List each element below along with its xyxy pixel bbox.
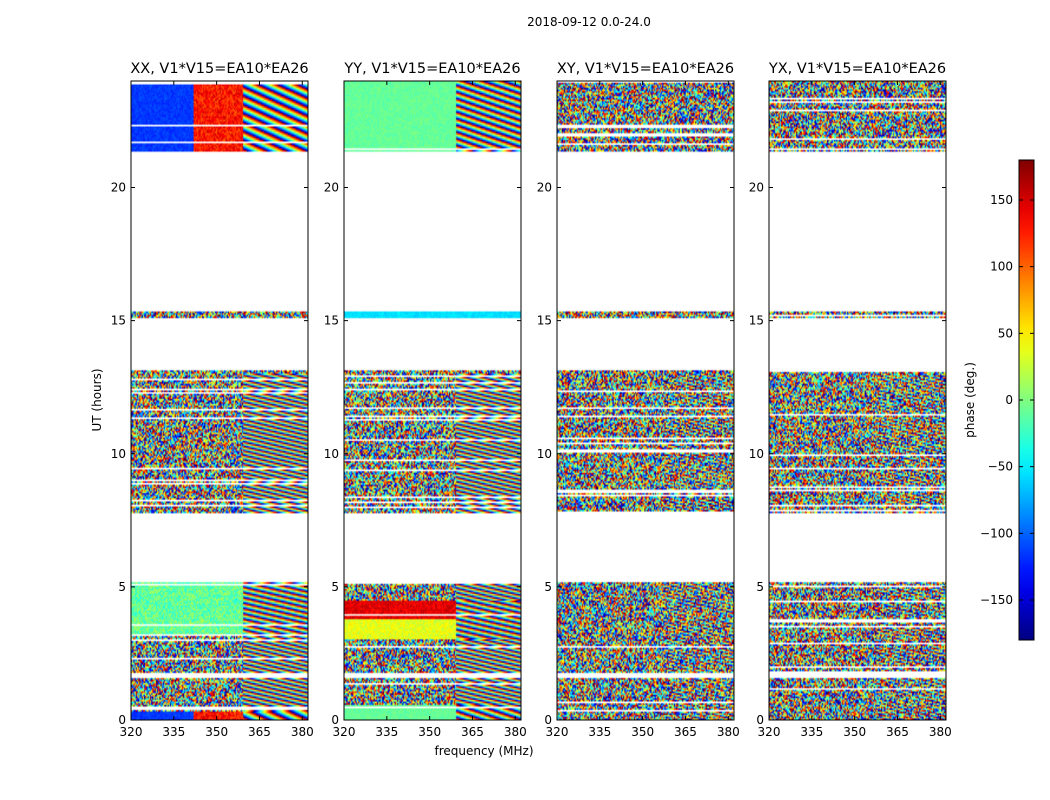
panels-group: XX, V1*V15=EA10*EA26 320 335 350 365 380 0 5 10 1… (111, 61, 952, 739)
x-tick-label: 380 (291, 725, 314, 739)
y-tick-label: 20 (324, 181, 339, 195)
x-tick-label: 365 (886, 725, 909, 739)
panel-heatmap (344, 81, 521, 720)
y-tick-label: 20 (537, 181, 552, 195)
colorbar-tick-label: 150 (990, 193, 1013, 207)
x-tick-label: 320 (333, 725, 356, 739)
panel-2: YY, V1*V15=EA10*EA26 320 335 350 365 380 0 5 10 1… (324, 61, 527, 739)
colorbar-tick-label: −50 (988, 460, 1013, 474)
colorbar-tick-label: 50 (998, 326, 1013, 340)
panel-1: XX, V1*V15=EA10*EA26 320 335 350 365 380 0 5 10 1… (111, 61, 314, 739)
x-tick-label: 350 (843, 725, 866, 739)
y-tick-label: 15 (749, 314, 764, 328)
colorbar: −150 −100 −50 0 50 100 150 (980, 159, 1035, 641)
x-tick-label: 350 (631, 725, 654, 739)
panel-title: YY, V1*V15=EA10*EA26 (343, 61, 520, 77)
y-tick-label: 15 (537, 314, 552, 328)
y-tick-label: 10 (111, 447, 126, 461)
x-tick-label: 335 (375, 725, 398, 739)
y-tick-label: 5 (544, 580, 552, 594)
panel-frame (343, 80, 522, 721)
x-axis-label: frequency (MHz) (434, 744, 533, 758)
colorbar-tick-label: 0 (1005, 393, 1013, 407)
panel-title: XY, V1*V15=EA10*EA26 (557, 61, 734, 77)
panel-frame (130, 80, 309, 721)
y-tick-label: 10 (324, 447, 339, 461)
y-tick-label: 5 (118, 580, 126, 594)
colorbar-tick-label: −100 (980, 526, 1013, 540)
x-tick-label: 320 (120, 725, 143, 739)
figure-title: 2018-09-12 0.0-24.0 (527, 15, 651, 29)
panel-frame (556, 80, 735, 721)
y-tick-label: 0 (331, 713, 339, 727)
y-tick-label: 20 (111, 181, 126, 195)
y-tick-label: 10 (749, 447, 764, 461)
x-tick-label: 350 (205, 725, 228, 739)
panel-frame (768, 80, 947, 721)
panel-title: YX, V1*V15=EA10*EA26 (768, 61, 946, 77)
y-axis-label: UT (hours) (90, 368, 104, 431)
x-tick-label: 380 (504, 725, 527, 739)
y-tick-label: 20 (749, 181, 764, 195)
y-tick-label: 5 (756, 580, 764, 594)
y-tick-label: 10 (537, 447, 552, 461)
x-tick-label: 365 (674, 725, 697, 739)
colorbar-label: phase (deg.) (963, 362, 977, 438)
panel-title: XX, V1*V15=EA10*EA26 (130, 61, 308, 77)
colorbar-tick-label: −150 (980, 593, 1013, 607)
x-tick-label: 320 (546, 725, 569, 739)
panel-4: YX, V1*V15=EA10*EA26 320 335 350 365 380 0 5 10 1… (749, 61, 952, 739)
x-tick-label: 365 (248, 725, 271, 739)
y-tick-label: 5 (331, 580, 339, 594)
y-tick-label: 0 (118, 713, 126, 727)
x-tick-label: 350 (418, 725, 441, 739)
x-tick-label: 335 (588, 725, 611, 739)
y-tick-label: 0 (544, 713, 552, 727)
panel-heatmap (769, 81, 946, 720)
x-tick-label: 335 (800, 725, 823, 739)
panel-3: XY, V1*V15=EA10*EA26 320 335 350 365 380 0 5 10 1… (537, 61, 740, 739)
x-tick-label: 335 (162, 725, 185, 739)
x-tick-label: 320 (758, 725, 781, 739)
x-tick-label: 380 (929, 725, 952, 739)
panel-heatmap (131, 81, 308, 720)
panel-heatmap (557, 81, 734, 720)
x-tick-label: 380 (717, 725, 740, 739)
colorbar-tick-label: 100 (990, 260, 1013, 274)
y-tick-label: 0 (756, 713, 764, 727)
x-tick-label: 365 (461, 725, 484, 739)
y-tick-label: 15 (111, 314, 126, 328)
y-tick-label: 15 (324, 314, 339, 328)
